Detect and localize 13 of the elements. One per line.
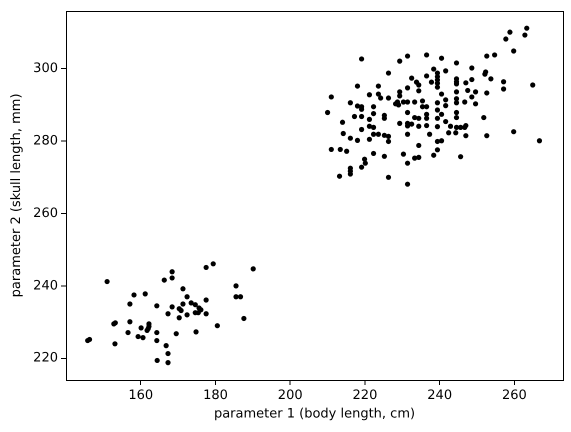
x-tick-label: 200 [278,388,303,404]
x-tick-label: 260 [502,388,527,404]
y-tick-label: 220 [33,350,58,366]
x-tick-label: 220 [352,388,378,404]
y-tick-label: 240 [33,278,58,294]
x-tick-label: 160 [128,388,154,404]
y-tick-label: 260 [33,206,58,221]
x-axis-title: parameter 1 (body length, cm) [214,406,416,422]
y-tick-label: 300 [33,61,58,76]
x-tick-label: 240 [427,388,452,404]
y-tick-label: 280 [33,133,58,148]
x-tick-label: 180 [203,388,228,404]
y-axis-title: parameter 2 (skull length, mm) [9,93,24,298]
